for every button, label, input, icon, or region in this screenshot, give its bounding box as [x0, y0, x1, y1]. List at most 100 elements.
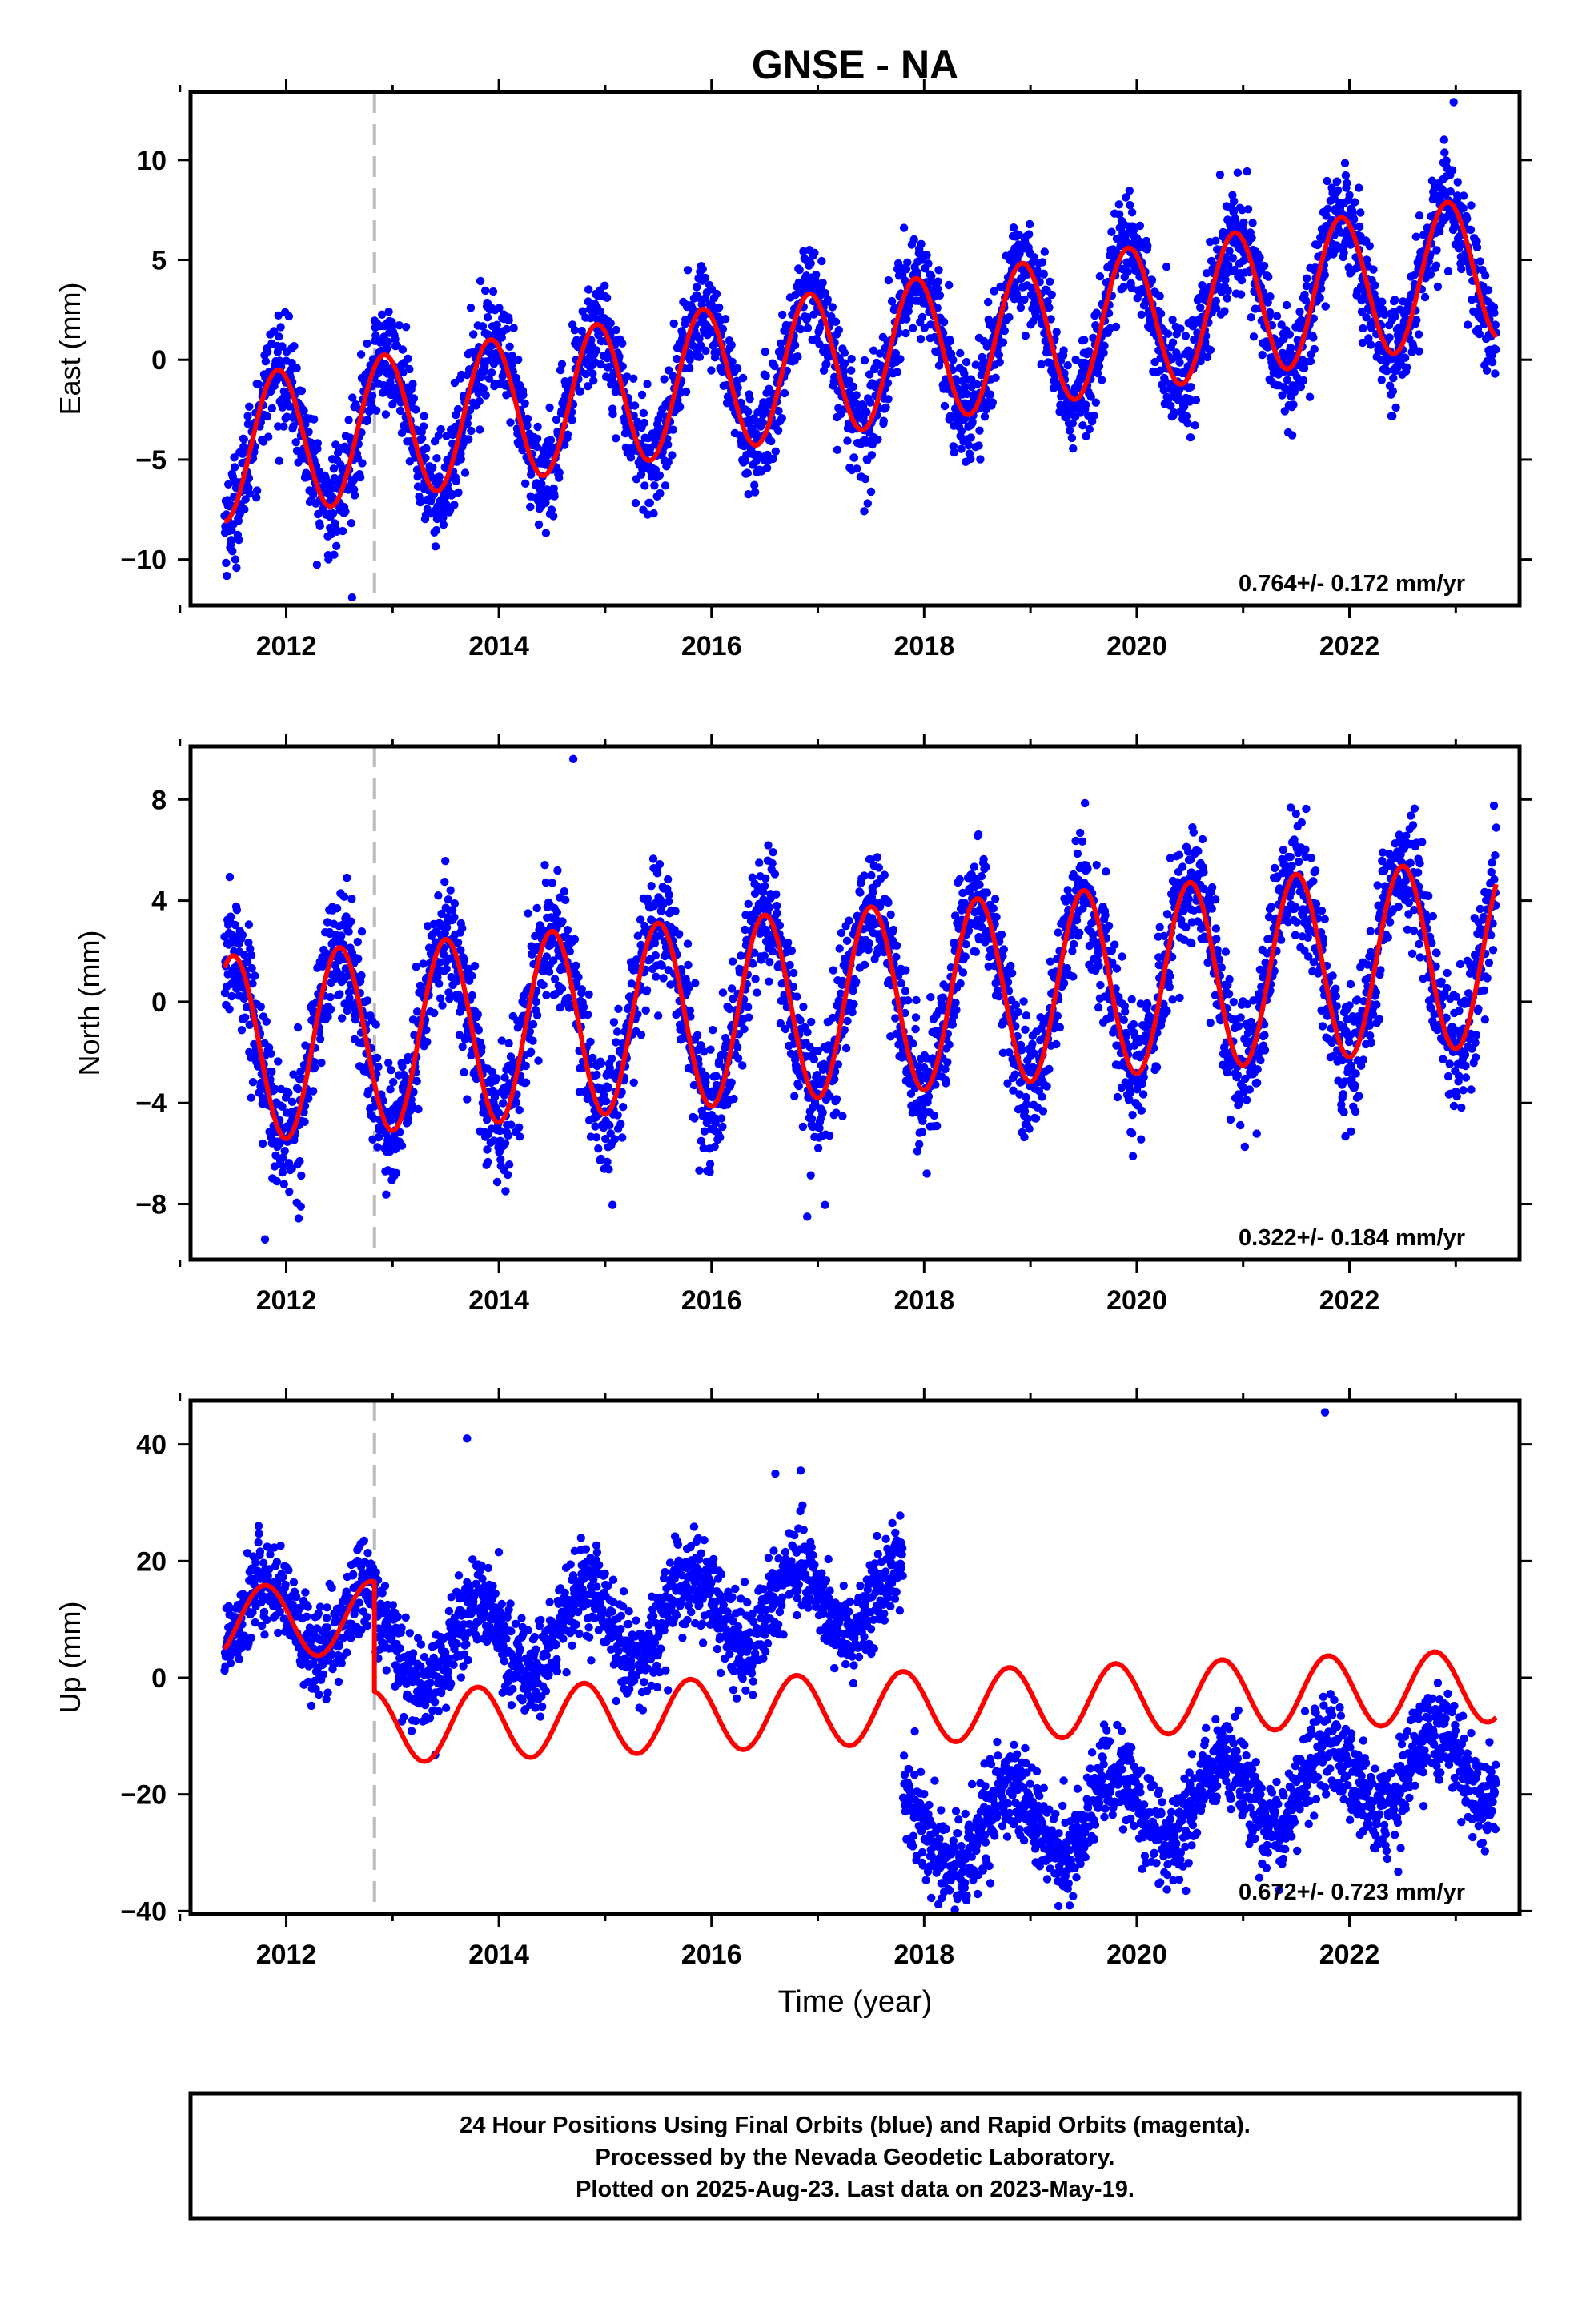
north-data-point	[697, 1041, 705, 1050]
east-data-point	[973, 380, 982, 389]
east-data-point	[1427, 176, 1437, 185]
east-data-point	[1025, 219, 1034, 229]
east-data-point	[1224, 261, 1233, 270]
east-data-point	[1123, 267, 1132, 276]
east-data-point	[532, 434, 542, 444]
north-data-point	[776, 1019, 785, 1028]
north-data-point	[397, 1141, 407, 1150]
north-data-point	[765, 977, 773, 986]
east-data-point	[1223, 286, 1232, 296]
north-data-point	[335, 990, 344, 999]
north-data-point	[553, 866, 562, 875]
north-data-point	[641, 1006, 650, 1015]
east-data-point	[762, 464, 772, 472]
east-data-point	[1052, 328, 1061, 336]
east-data-point	[313, 439, 322, 448]
north-data-point	[248, 979, 257, 988]
east-data-point	[519, 390, 528, 400]
east-data-point	[975, 426, 984, 435]
east-data-point	[546, 436, 556, 444]
east-data-point	[1488, 358, 1497, 367]
east-data-point	[584, 285, 593, 294]
north-data-point	[337, 931, 346, 940]
north-data-point	[656, 907, 665, 915]
east-data-point	[629, 374, 638, 383]
east-data-point	[1181, 332, 1191, 340]
east-data-point	[1143, 242, 1152, 251]
north-data-point	[496, 1155, 505, 1164]
north-data-point	[409, 1088, 418, 1096]
north-data-point	[665, 897, 673, 906]
north-data-point	[374, 1063, 383, 1072]
east-data-point	[976, 455, 985, 464]
east-data-point	[555, 468, 564, 477]
east-data-point	[661, 481, 670, 490]
east-data-point	[264, 432, 273, 441]
east-data-point	[1350, 215, 1359, 223]
east-data-point	[1385, 333, 1394, 342]
north-data-point	[416, 981, 425, 991]
east-data-point	[552, 415, 561, 424]
north-data-point	[610, 1135, 620, 1144]
east-data-point	[1415, 211, 1424, 220]
east-data-point	[615, 352, 624, 361]
north-data-point	[629, 1078, 638, 1088]
east-data-point	[924, 259, 933, 268]
east-data-point	[1453, 178, 1462, 187]
north-data-point	[603, 1157, 612, 1167]
east-data-point	[1162, 263, 1171, 271]
east-data-point	[1492, 345, 1500, 354]
east-data-point	[884, 275, 893, 285]
east-data-point	[1219, 227, 1227, 237]
east-data-point	[1243, 167, 1251, 176]
north-data-point	[448, 906, 457, 915]
east-data-point	[234, 517, 243, 525]
east-data-point	[828, 303, 837, 312]
east-data-point	[533, 422, 542, 432]
east-data-point	[1259, 261, 1269, 271]
north-data-point	[338, 1014, 347, 1023]
north-data-point	[473, 1010, 482, 1019]
east-data-point	[1323, 176, 1331, 186]
north-data-point	[458, 923, 467, 933]
north-data-point	[247, 951, 256, 960]
east-data-point	[698, 264, 707, 274]
east-data-point	[1207, 256, 1216, 266]
east-data-point	[840, 348, 849, 357]
north-data-point	[793, 992, 801, 1001]
east-data-point	[244, 474, 254, 483]
east-data-point	[1299, 376, 1308, 385]
north-data-point	[528, 1036, 537, 1045]
east-data-point	[420, 412, 428, 420]
north-data-point	[240, 951, 249, 959]
north-data-point	[220, 988, 230, 998]
east-data-point	[940, 401, 950, 411]
north-data-point	[347, 895, 356, 903]
north-data-point	[304, 1094, 313, 1103]
east-data-point	[990, 287, 998, 296]
east-data-point	[263, 412, 271, 421]
east-data-point	[1122, 193, 1130, 202]
east-data-point	[1025, 230, 1034, 239]
north-data-point	[781, 1024, 790, 1034]
east-data-point	[1459, 203, 1468, 213]
east-data-point	[1031, 312, 1041, 321]
north-data-point	[659, 974, 668, 983]
east-data-point	[945, 280, 954, 290]
east-data-point	[1351, 198, 1359, 207]
north-data-point	[296, 1202, 305, 1211]
east-data-point	[452, 476, 460, 485]
east-data-point	[314, 509, 323, 519]
east-data-point	[860, 507, 869, 516]
east-data-point	[1196, 356, 1205, 366]
east-data-point	[381, 410, 391, 419]
north-data-point	[453, 938, 463, 947]
east-data-point	[791, 290, 800, 300]
east-data-point	[332, 527, 341, 536]
north-data-point	[541, 878, 551, 887]
east-data-point	[235, 536, 243, 545]
east-data-point	[637, 390, 647, 400]
north-data-point	[384, 1059, 393, 1068]
north-data-point	[270, 1162, 279, 1171]
north-data-point	[357, 971, 366, 980]
